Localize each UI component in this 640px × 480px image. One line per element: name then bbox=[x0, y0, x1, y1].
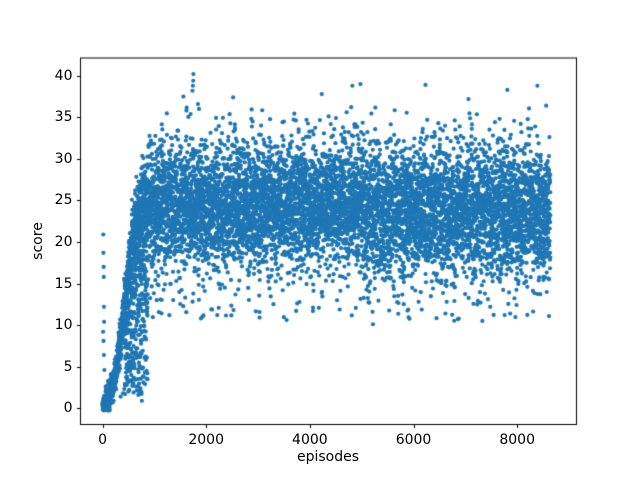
x-axis-label: episodes bbox=[296, 449, 360, 465]
y-tick-label-10: 10 bbox=[54, 317, 73, 334]
y-tick-label-20: 20 bbox=[54, 233, 73, 250]
y-tick-label-5: 5 bbox=[63, 358, 73, 375]
x-tick-label-4000: 4000 bbox=[292, 431, 328, 448]
y-tick-label-25: 25 bbox=[54, 192, 73, 209]
y-tick-label-30: 30 bbox=[54, 150, 73, 167]
x-tick-label-2000: 2000 bbox=[188, 431, 224, 448]
y-tick-label-15: 15 bbox=[54, 275, 73, 292]
x-tick-label-8000: 8000 bbox=[499, 431, 535, 448]
x-tick-label-6000: 6000 bbox=[395, 431, 432, 448]
y-tick-label-0: 0 bbox=[63, 400, 73, 417]
y-tick-label-35: 35 bbox=[54, 109, 73, 126]
y-tick-label-40: 40 bbox=[54, 67, 73, 84]
y-axis-label: score bbox=[30, 222, 46, 260]
x-tick-label-0: 0 bbox=[98, 431, 107, 448]
